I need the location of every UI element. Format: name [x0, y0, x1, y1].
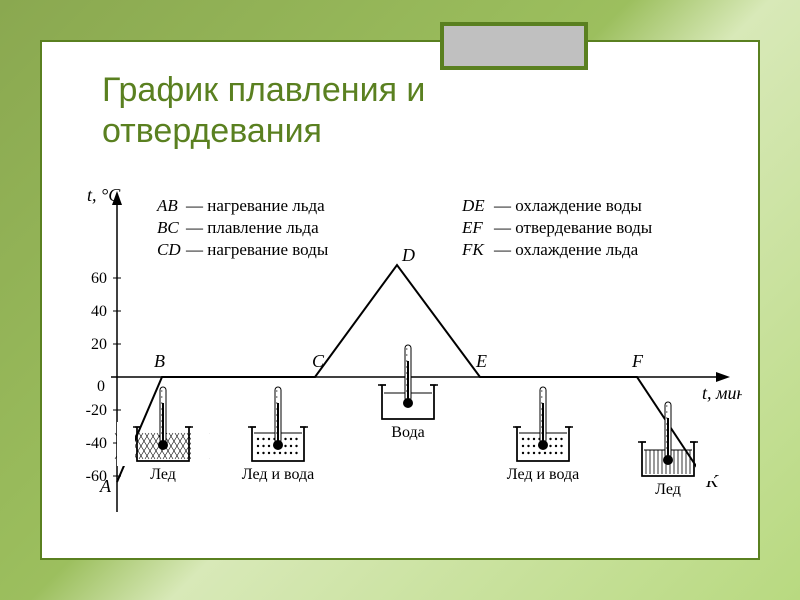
svg-text:FK: FK — [461, 240, 485, 259]
slide-frame: График плавления и отвердевания t, °C-60… — [40, 40, 760, 560]
svg-text:t, мин: t, мин — [702, 383, 742, 403]
svg-text:— охлаждение воды: — охлаждение воды — [493, 196, 642, 215]
svg-text:BC: BC — [157, 218, 179, 237]
chart-svg: t, °C-60-40-200204060t, минABCDEFKAB— на… — [62, 177, 742, 547]
svg-text:60: 60 — [91, 270, 107, 287]
svg-text:AB: AB — [156, 196, 178, 215]
svg-text:— плавление льда: — плавление льда — [185, 218, 319, 237]
svg-text:20: 20 — [91, 336, 107, 353]
svg-text:Вода: Вода — [391, 424, 424, 441]
svg-text:0: 0 — [97, 378, 105, 395]
svg-text:DE: DE — [461, 196, 485, 215]
svg-text:E: E — [475, 351, 487, 371]
svg-text:— охлаждение льда: — охлаждение льда — [493, 240, 639, 259]
svg-text:Лед: Лед — [150, 466, 176, 483]
svg-text:— нагревание воды: — нагревание воды — [185, 240, 329, 259]
svg-text:EF: EF — [461, 218, 483, 237]
svg-text:F: F — [631, 351, 644, 371]
svg-text:D: D — [401, 245, 415, 265]
svg-text:-20: -20 — [86, 402, 107, 419]
svg-text:Лед и вода: Лед и вода — [507, 466, 580, 483]
svg-text:40: 40 — [91, 303, 107, 320]
slide-title: График плавления и отвердевания — [102, 70, 602, 152]
svg-text:C: C — [312, 351, 325, 371]
chart-area: t, °C-60-40-200204060t, минABCDEFKAB— на… — [62, 177, 742, 547]
svg-text:A: A — [99, 476, 112, 496]
slide-tab-decoration — [440, 22, 588, 70]
svg-text:CD: CD — [157, 240, 181, 259]
svg-text:B: B — [154, 351, 165, 371]
svg-text:Лед: Лед — [655, 481, 681, 498]
svg-text:t, °C: t, °C — [87, 185, 121, 205]
svg-text:-40: -40 — [86, 435, 107, 452]
svg-text:— отвердевание воды: — отвердевание воды — [493, 218, 653, 237]
svg-text:— нагревание льда: — нагревание льда — [185, 196, 325, 215]
svg-text:Лед и вода: Лед и вода — [242, 466, 315, 483]
